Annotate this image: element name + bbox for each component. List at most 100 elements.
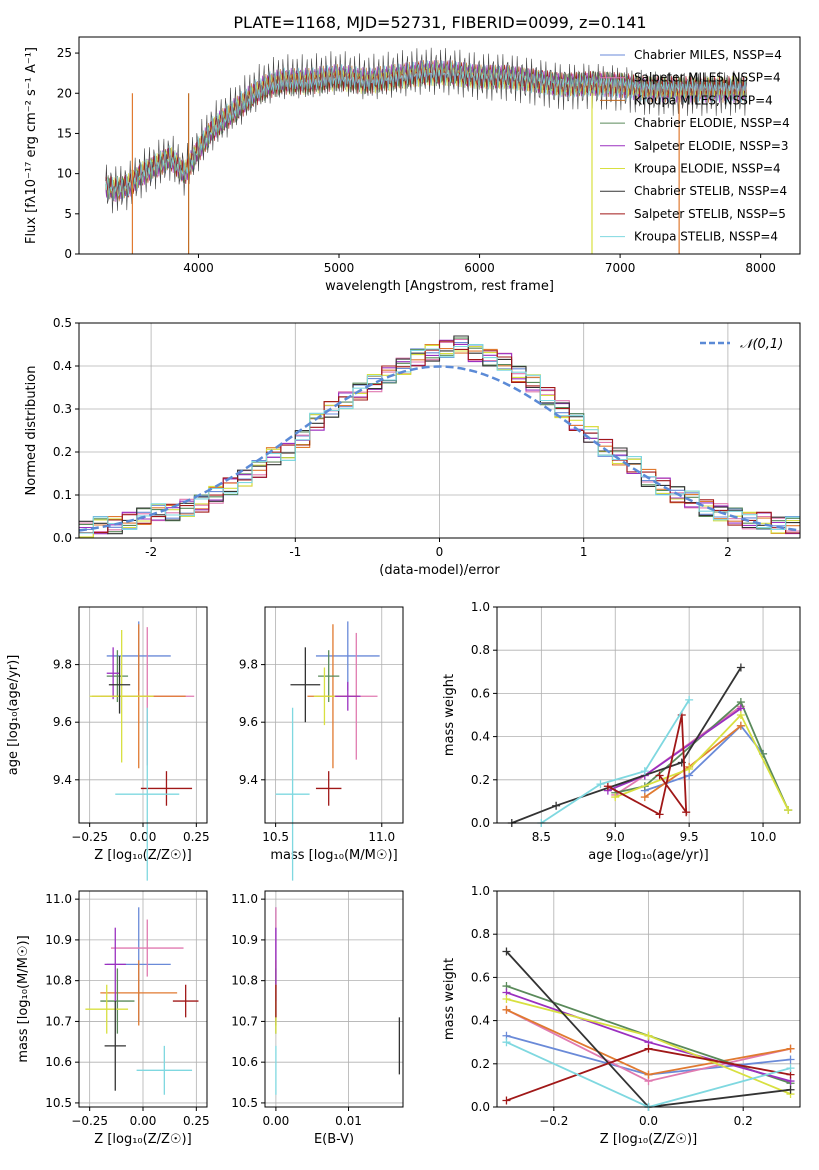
weight-series	[511, 667, 742, 824]
x-axis-label: mass [log₁₀(M/M☉)]	[270, 848, 397, 863]
weight-marker	[603, 782, 612, 791]
x-tick-label: 0.25	[183, 830, 210, 844]
weight-marker	[685, 765, 694, 773]
data-point	[115, 707, 180, 881]
legend-label: Chabrier ELODIE, NSSP=4	[634, 116, 790, 130]
weight-marker	[736, 663, 745, 672]
weight-marker	[786, 1055, 795, 1064]
legend-label: Kroupa STELIB, NSSP=4	[634, 230, 778, 244]
y-tick-label: 20	[57, 86, 72, 100]
y-tick-label: 0.6	[471, 686, 490, 700]
y-tick-label: 11.0	[231, 892, 258, 906]
y-axis-label: mass weight	[442, 958, 457, 1040]
weight-series	[614, 713, 790, 811]
plot-layer: 4000 5000 6000 7000 80000510152025wavelength…	[6, 36, 801, 1147]
x-axis-label: Z [log₁₀(Z/Z☉)]	[94, 848, 191, 863]
legend-label: Salpeter STELIB, NSSP=5	[634, 207, 786, 221]
y-tick-label: 0.0	[471, 1100, 490, 1114]
y-axis-label: Flux [fλ10⁻¹⁷ erg cm⁻² s⁻¹ A⁻¹]	[24, 47, 39, 244]
panel-weight_vs_age: 8.5 9.0 9.5 10.0 0.0 0.2 0.4 0.6 0.8 1.0 age [log₁…	[442, 600, 801, 863]
legend-label: Kroupa ELODIE, NSSP=4	[634, 162, 781, 176]
data-point	[136, 1045, 193, 1095]
weight-marker	[682, 808, 691, 817]
y-tick-label: 0.0	[471, 816, 490, 830]
y-tick-label: 10	[57, 167, 72, 181]
y-tick-label: 10.8	[231, 974, 258, 988]
x-tick-label: 0.00	[263, 1114, 290, 1128]
data-point	[335, 681, 361, 711]
histogram-series	[79, 335, 800, 535]
x-axis-label: (data-model)/error	[379, 563, 500, 578]
data-point	[85, 984, 129, 1034]
y-tick-label: 11.0	[45, 892, 72, 906]
data-point	[89, 630, 154, 763]
x-tick-label: 0.25	[183, 1114, 210, 1128]
weight-marker	[736, 711, 745, 719]
x-tick-label: 0.00	[130, 1114, 157, 1128]
data-point	[318, 650, 340, 703]
axes-frame	[496, 606, 801, 824]
data-point	[315, 771, 342, 806]
panel-spectrum: 4000 5000 6000 7000 8000 0 5 10 15 20 25 wavelength…	[24, 36, 801, 294]
y-tick-label: 0.2	[471, 773, 490, 787]
y-axis-label: age [log₁₀(age/yr)]	[6, 655, 21, 776]
data-point	[290, 647, 321, 723]
y-axis-label: mass weight	[442, 674, 457, 756]
y-tick-label: 9.6	[239, 715, 258, 729]
data-point	[275, 707, 310, 881]
axes-frame	[264, 890, 404, 1108]
weight-marker	[685, 695, 694, 704]
data-point	[106, 647, 120, 700]
data-point	[111, 919, 184, 977]
data-point	[104, 1001, 126, 1091]
y-tick-label: 0.1	[53, 488, 72, 502]
data-point	[140, 771, 193, 806]
weight-marker	[502, 1096, 511, 1105]
x-tick-label: 4000	[183, 261, 214, 275]
x-tick-label: -2	[145, 545, 157, 559]
data-point	[104, 927, 126, 1002]
x-tick-label: 10.0	[750, 830, 777, 844]
weight-marker	[552, 801, 561, 810]
data-point	[108, 655, 131, 714]
weight-marker	[644, 1031, 653, 1040]
y-tick-label: 10.7	[45, 1014, 72, 1028]
panel-age_vs_mass: 10.5 11.0 9.4 9.6 9.8 mass [log₁₀(M/M☉)]	[239, 606, 404, 881]
x-tick-label: 8.5	[532, 830, 551, 844]
y-tick-label: 1.0	[471, 600, 490, 614]
x-tick-label: 0.0	[639, 1114, 658, 1128]
x-tick-label: −0.2	[539, 1114, 568, 1128]
x-tick-label: 8000	[745, 261, 776, 275]
x-tick-label: 2	[724, 545, 732, 559]
weight-marker	[596, 780, 605, 789]
y-tick-label: 0.8	[471, 643, 490, 657]
axes-frame	[78, 36, 801, 255]
y-tick-label: 0.4	[471, 730, 490, 744]
data-point	[172, 984, 199, 1018]
panel-residuals: -2 -1 0 1 2 0.0 0.1 0.2 0.3 0.4 0.5 (data-model)/er…	[24, 316, 801, 578]
weight-marker	[655, 771, 664, 780]
x-axis-label: age [log₁₀(age/yr)]	[588, 848, 709, 863]
y-axis-label: Normed distribution	[24, 366, 39, 496]
x-tick-label: -1	[289, 545, 301, 559]
data-point	[100, 968, 135, 1034]
weight-marker	[502, 1005, 511, 1014]
y-tick-label: 9.4	[53, 773, 72, 787]
data-point	[106, 650, 129, 703]
x-tick-label: 7000	[605, 261, 636, 275]
weight-marker	[786, 1085, 795, 1094]
y-tick-label: 10.5	[231, 1096, 258, 1110]
y-tick-label: 10.7	[231, 1014, 258, 1028]
weight-marker	[736, 721, 745, 730]
legend-label: Kroupa MILES, NSSP=4	[634, 93, 773, 107]
legend-label: Salpeter ELODIE, NSSP=3	[634, 139, 789, 153]
legend-label: Chabrier MILES, NSSP=4	[634, 48, 782, 62]
y-tick-label: 0.6	[471, 970, 490, 984]
spectrum-lines	[105, 47, 747, 254]
data-point	[313, 667, 336, 726]
y-tick-label: 0.0	[53, 531, 72, 545]
y-tick-label: 0.3	[53, 402, 72, 416]
y-axis-label: mass [log₁₀(M/M☉)]	[16, 935, 31, 1062]
y-tick-label: 0.2	[471, 1057, 490, 1071]
